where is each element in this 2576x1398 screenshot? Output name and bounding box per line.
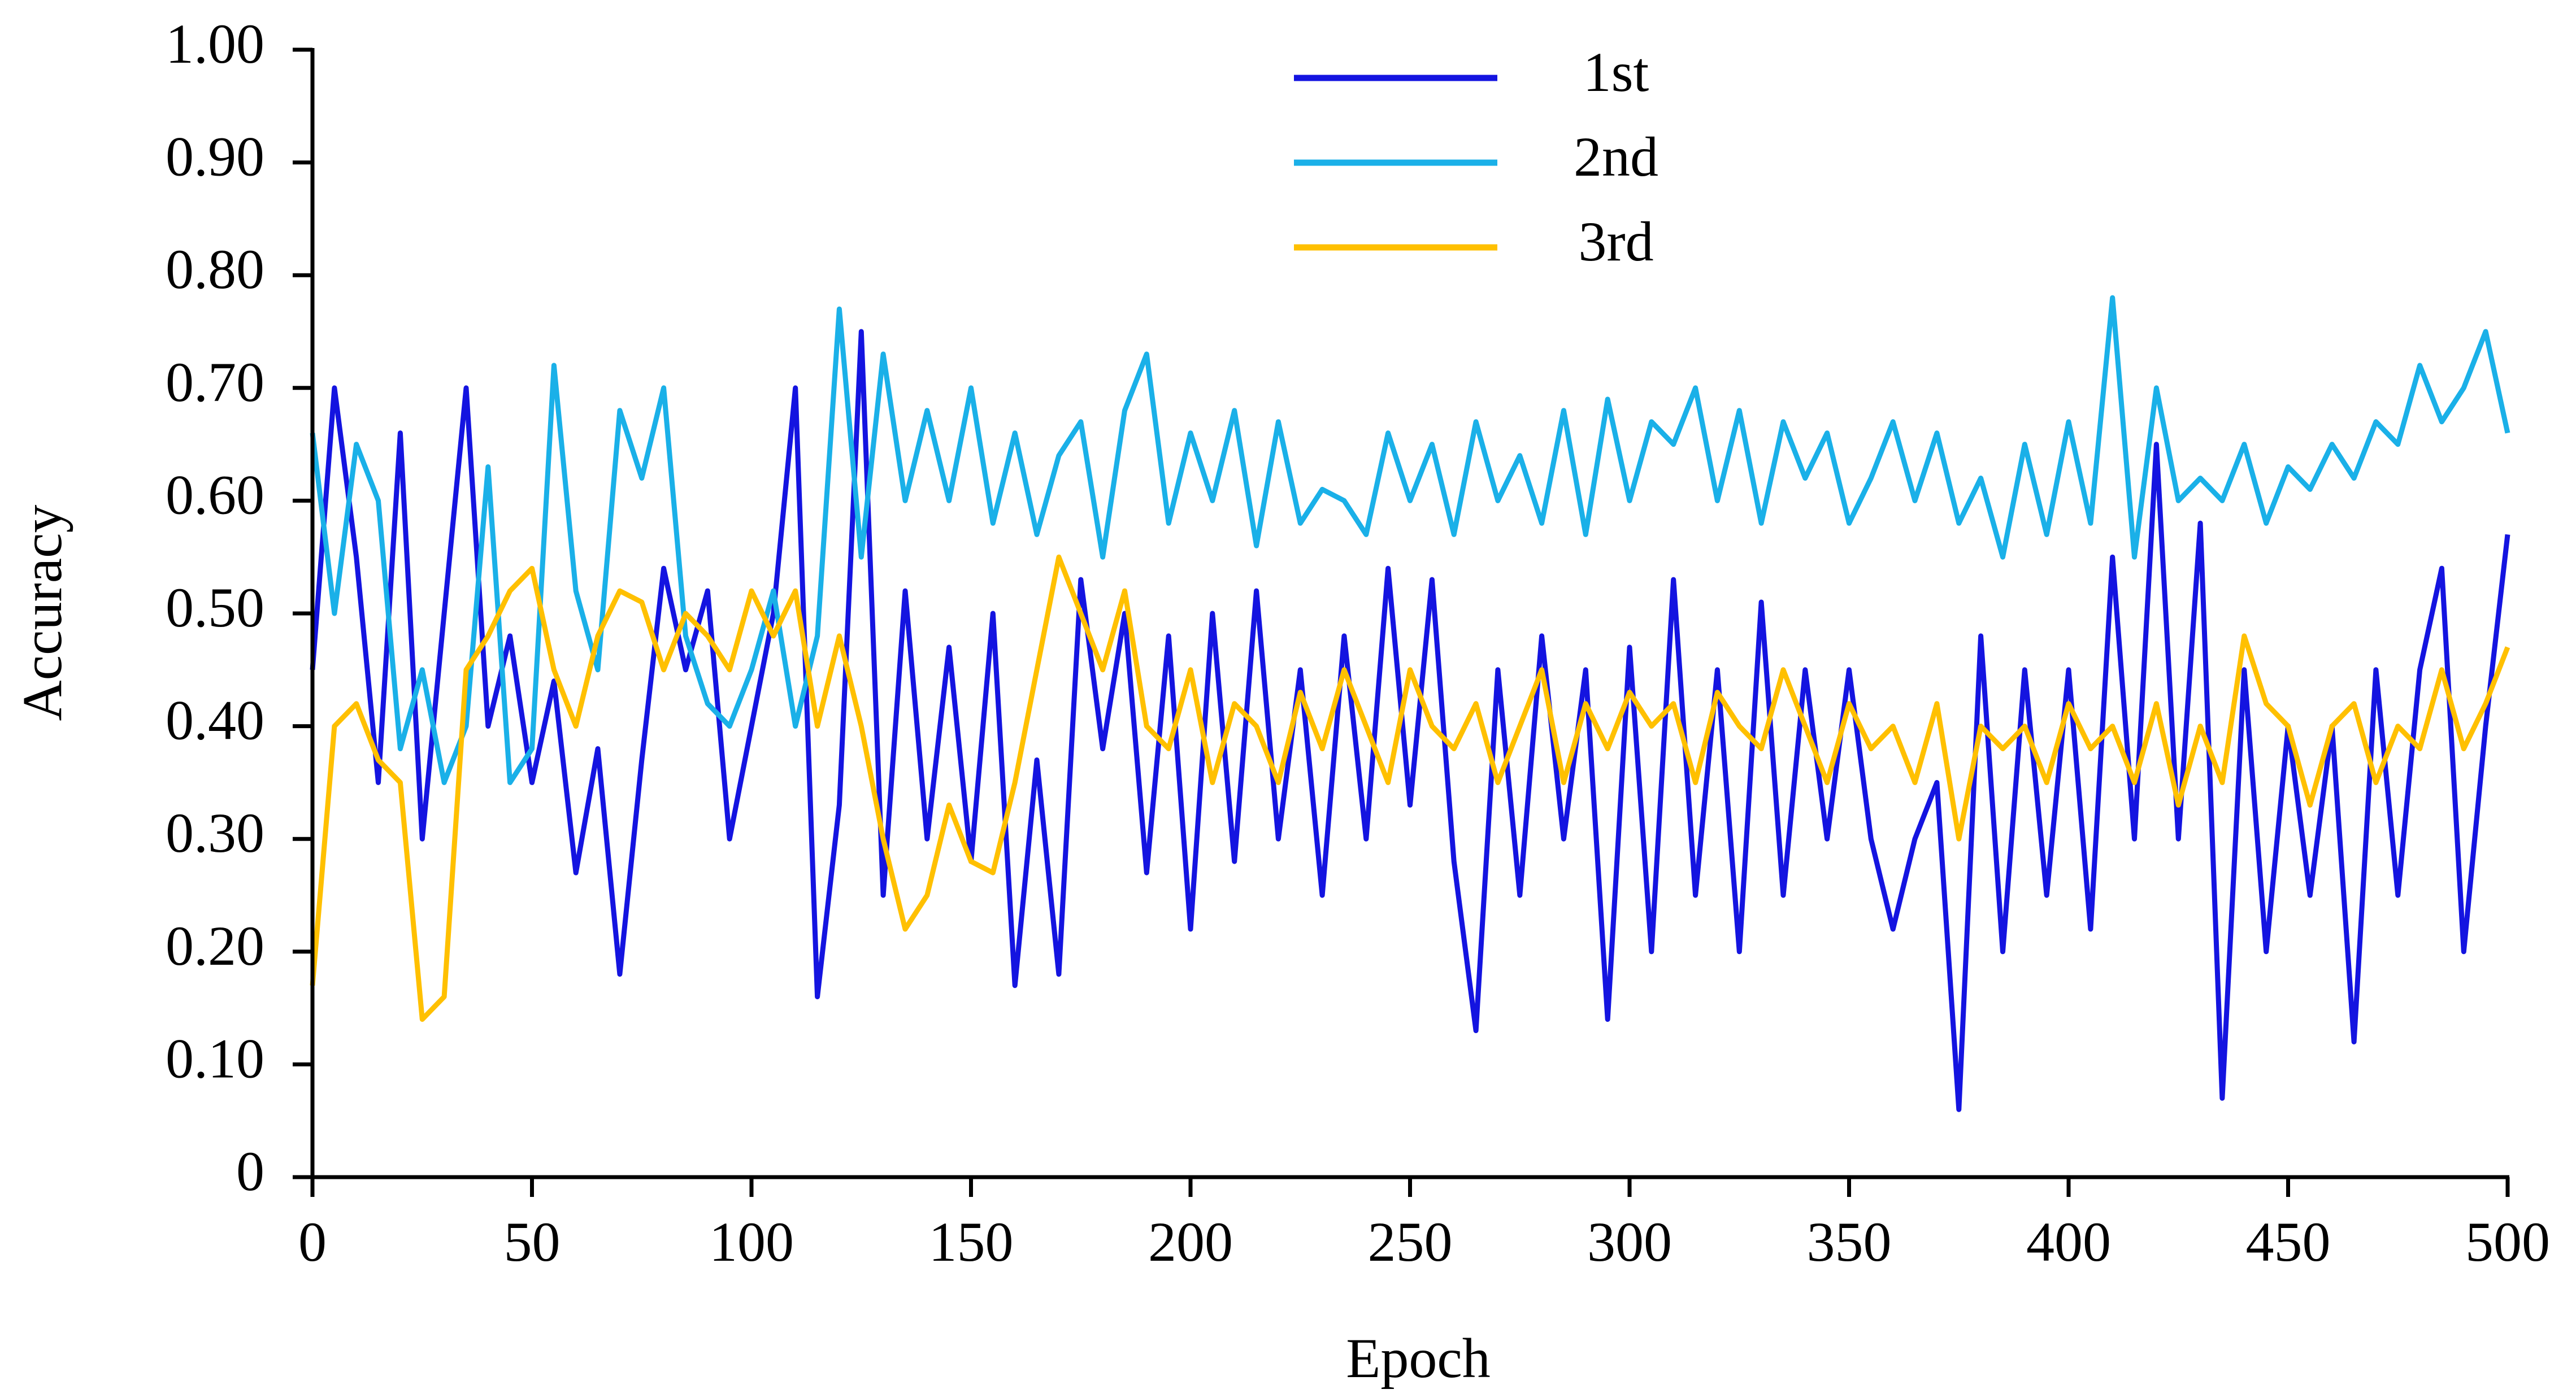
y-tick-label: 0.70: [166, 351, 264, 413]
x-tick-label: 150: [929, 1210, 1014, 1273]
x-tick-label: 400: [2026, 1210, 2111, 1273]
y-tick-label: 0.20: [166, 914, 264, 977]
data-line: [310, 554, 2510, 1022]
y-tick-label: 0.60: [166, 463, 264, 526]
data-line: [310, 329, 2510, 1112]
x-tick-label: 300: [1587, 1210, 1672, 1273]
x-tick-label: 500: [2465, 1210, 2550, 1273]
legend-label: 2nd: [1574, 125, 1658, 188]
y-tick-label: 0.10: [166, 1027, 264, 1090]
y-tick-label: 0.90: [166, 125, 264, 188]
legend-label: 3rd: [1578, 210, 1653, 273]
y-tick-label: 0.80: [166, 238, 264, 300]
y-tick-label: 0: [236, 1140, 264, 1203]
x-tick-label: 50: [504, 1210, 561, 1273]
x-tick-label: 100: [709, 1210, 794, 1273]
x-axis-label: Epoch: [1346, 1327, 1490, 1390]
x-tick-label: 350: [1807, 1210, 1892, 1273]
y-tick-label: 1.00: [166, 12, 264, 75]
data-line: [310, 295, 2510, 785]
legend-label: 1st: [1583, 41, 1649, 103]
y-axis-label: Accuracy: [11, 504, 73, 721]
x-tick-label: 200: [1148, 1210, 1233, 1273]
x-tick-label: 450: [2246, 1210, 2331, 1273]
y-tick-label: 0.30: [166, 802, 264, 864]
x-tick-label: 250: [1368, 1210, 1453, 1273]
y-tick-label: 0.40: [166, 689, 264, 752]
y-tick-label: 0.50: [166, 576, 264, 639]
x-tick-label: 0: [298, 1210, 327, 1273]
